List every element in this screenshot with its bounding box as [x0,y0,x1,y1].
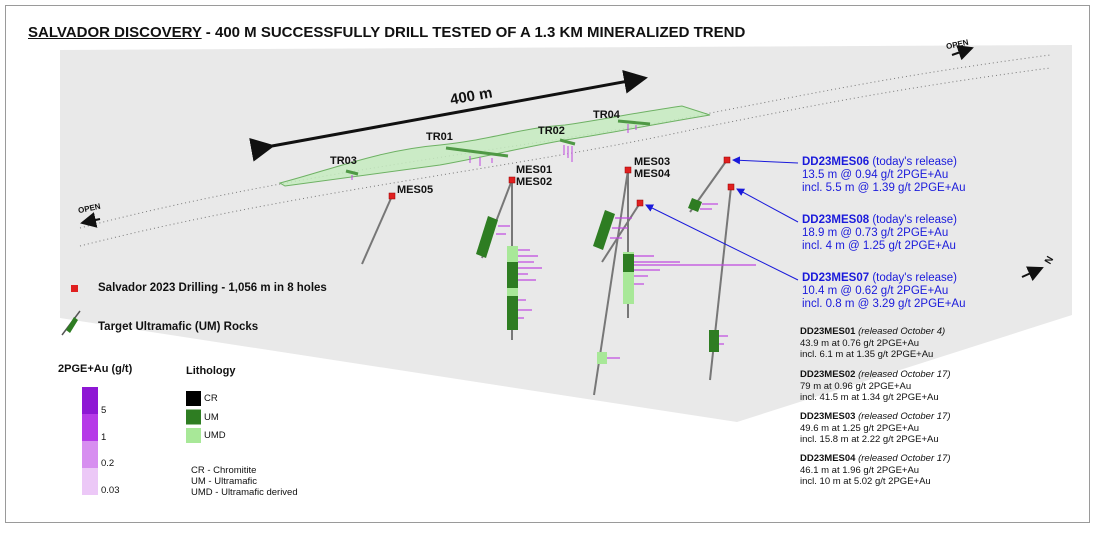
legend-um-rocks: Target Ultramafic (UM) Rocks [98,321,259,333]
grade-swatch-1 [82,414,98,441]
lithology-swatches [186,391,201,443]
hole-label-mes02: MES02 [516,176,553,188]
grade-label-1: 1 [101,432,107,443]
trench-label-tr02: TR02 [538,125,565,137]
legend-um-symbol [61,310,81,336]
open-left-arrow [80,212,101,228]
drill-collars [388,156,735,207]
lith-label-umd: UMD [204,430,226,441]
trench-label-tr04: TR04 [593,109,620,121]
hole-label-mes05: MES05 [397,184,434,196]
highlight-mes06: DD23MES06 (today's release) 13.5 m @ 0.9… [802,156,966,194]
trench-label-tr01: TR01 [426,131,453,143]
highlight-mes07: DD23MES07 (today's release) 10.4 m @ 0.6… [802,272,966,310]
lith-swatch-umd [186,428,201,443]
grade-swatch-3 [82,468,98,495]
hole-label-mes01: MES01 [516,164,553,176]
grade-label-003: 0.03 [101,485,120,496]
open-right-arrow [951,45,974,61]
grade-label-02: 0.2 [101,458,115,469]
grade-swatch-2 [82,441,98,468]
trench-label-tr03: TR03 [330,155,357,167]
hole-label-mes04: MES04 [634,168,671,180]
legend-collar-symbol [71,285,78,292]
leader-mes07 [645,204,799,281]
lith-note-umd: UMD - Ultramafic derived [191,487,298,498]
previous-mes04: DD23MES04 (released October 17) 46.1 m a… [800,453,951,487]
hole-label-mes03: MES03 [634,156,671,168]
grade-label-5: 5 [101,405,107,416]
lithology-title: Lithology [186,365,236,377]
north-arrow [1021,266,1044,282]
lith-label-cr: CR [204,393,218,404]
legend-drilling: Salvador 2023 Drilling - 1,056 m in 8 ho… [98,282,327,294]
page-title: SALVADOR DISCOVERY - 400 M SUCCESSFULLY … [28,24,746,41]
grade-swatch-0 [82,387,98,414]
previous-mes02: DD23MES02 (released October 17) 79 m at … [800,369,951,403]
lith-label-um: UM [204,412,219,423]
grade-scale [82,387,98,495]
lith-note-cr: CR - Chromitite [191,465,257,476]
previous-mes01: DD23MES01 (released October 4) 43.9 m at… [800,326,946,360]
leader-mes08 [736,188,799,223]
lithology-cores [476,198,719,364]
leader-mes06 [732,156,799,165]
lith-note-um: UM - Ultramafic [191,476,257,487]
grade-title: 2PGE+Au (g/t) [58,363,133,375]
highlight-mes08: DD23MES08 (today's release) 18.9 m @ 0.7… [802,214,957,252]
lith-swatch-cr [186,391,201,406]
lith-swatch-um [186,409,201,425]
scale-arrow [249,69,648,162]
assay-bars [496,203,756,359]
previous-mes03: DD23MES03 (released October 17) 49.6 m a… [800,411,951,445]
